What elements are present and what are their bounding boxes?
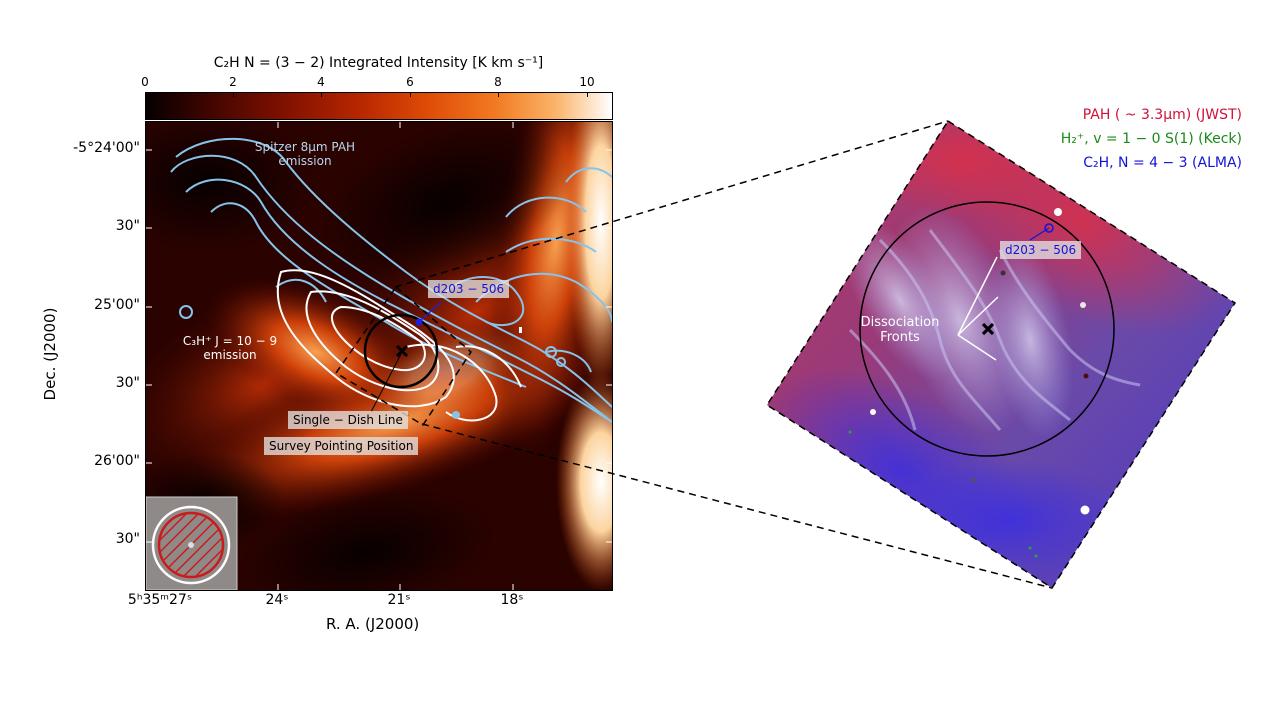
colorbar-tick-label: 6 — [406, 75, 414, 89]
right-beam-circle — [859, 201, 1115, 457]
colorbar — [145, 92, 613, 120]
colorbar-tick-label: 10 — [579, 75, 595, 89]
pah-contours — [170, 137, 612, 423]
pointing-label-line2: Survey Pointing Position — [264, 437, 419, 455]
colorbar-title: C₂H N = (3 − 2) Integrated Intensity [K … — [213, 55, 544, 71]
c3h-annotation-line1: C₃H⁺ J = 10 − 9 — [182, 334, 278, 348]
colorbar-tick-label: 8 — [494, 75, 502, 89]
y-tick-label: 30" — [115, 218, 140, 234]
x-axis-label: R. A. (J2000) — [326, 615, 420, 633]
y-tick-label: 26'00" — [94, 453, 140, 469]
x-tick-label: 21ˢ — [387, 592, 411, 608]
colorbar-tick-mark — [321, 92, 322, 97]
pointing-marker-icon — [395, 344, 409, 358]
fronts-label-line1: Dissociation — [860, 315, 940, 330]
y-tick-label: -5°24'00" — [73, 140, 140, 156]
colorbar-tick-mark — [587, 92, 588, 97]
pah-annotation-line1: Spitzer 8μm PAH — [254, 140, 356, 154]
colorbar-tick-mark — [145, 92, 146, 97]
colorbar-tick-label: 4 — [317, 75, 325, 89]
legend-pah: PAH ( ~ 3.3μm) (JWST) — [1082, 107, 1242, 123]
x-tick-label: 24ˢ — [265, 592, 289, 608]
c3h-annotation-line2: emission — [203, 348, 257, 362]
left-source-label: d203 − 506 — [428, 280, 510, 298]
y-tick-label: 25'00" — [94, 297, 140, 313]
y-tick-label: 30" — [115, 531, 140, 547]
colorbar-tick-label: 2 — [229, 75, 237, 89]
composite-image — [765, 119, 1237, 590]
pah-annotation-line2: emission — [278, 154, 332, 168]
fronts-label-line2: Fronts — [880, 330, 920, 345]
right-pointing-marker-icon — [981, 322, 995, 336]
pointing-label-line1: Single − Dish Line — [288, 411, 408, 429]
beam-circle — [363, 313, 439, 389]
legend-c2h: C₂H, N = 4 − 3 (ALMA) — [1083, 155, 1242, 171]
colorbar-tick-mark — [233, 92, 234, 97]
right-source-label: d203 − 506 — [1000, 241, 1082, 259]
right-source-marker — [1044, 223, 1054, 233]
legend-h2: H₂⁺, v = 1 − 0 S(1) (Keck) — [1060, 131, 1242, 147]
colorbar-tick-label: 0 — [141, 75, 149, 89]
y-tick-label: 30" — [115, 375, 140, 391]
colorbar-tick-mark — [410, 92, 411, 97]
front-indicator-lines — [957, 256, 999, 361]
beam-inset — [146, 496, 238, 590]
x-tick-label: 18ˢ — [500, 592, 524, 608]
c2h-intensity-map — [145, 121, 613, 591]
colorbar-tick-mark — [498, 92, 499, 97]
x-tick-label: 5ʰ35ᵐ27ˢ — [127, 592, 193, 608]
